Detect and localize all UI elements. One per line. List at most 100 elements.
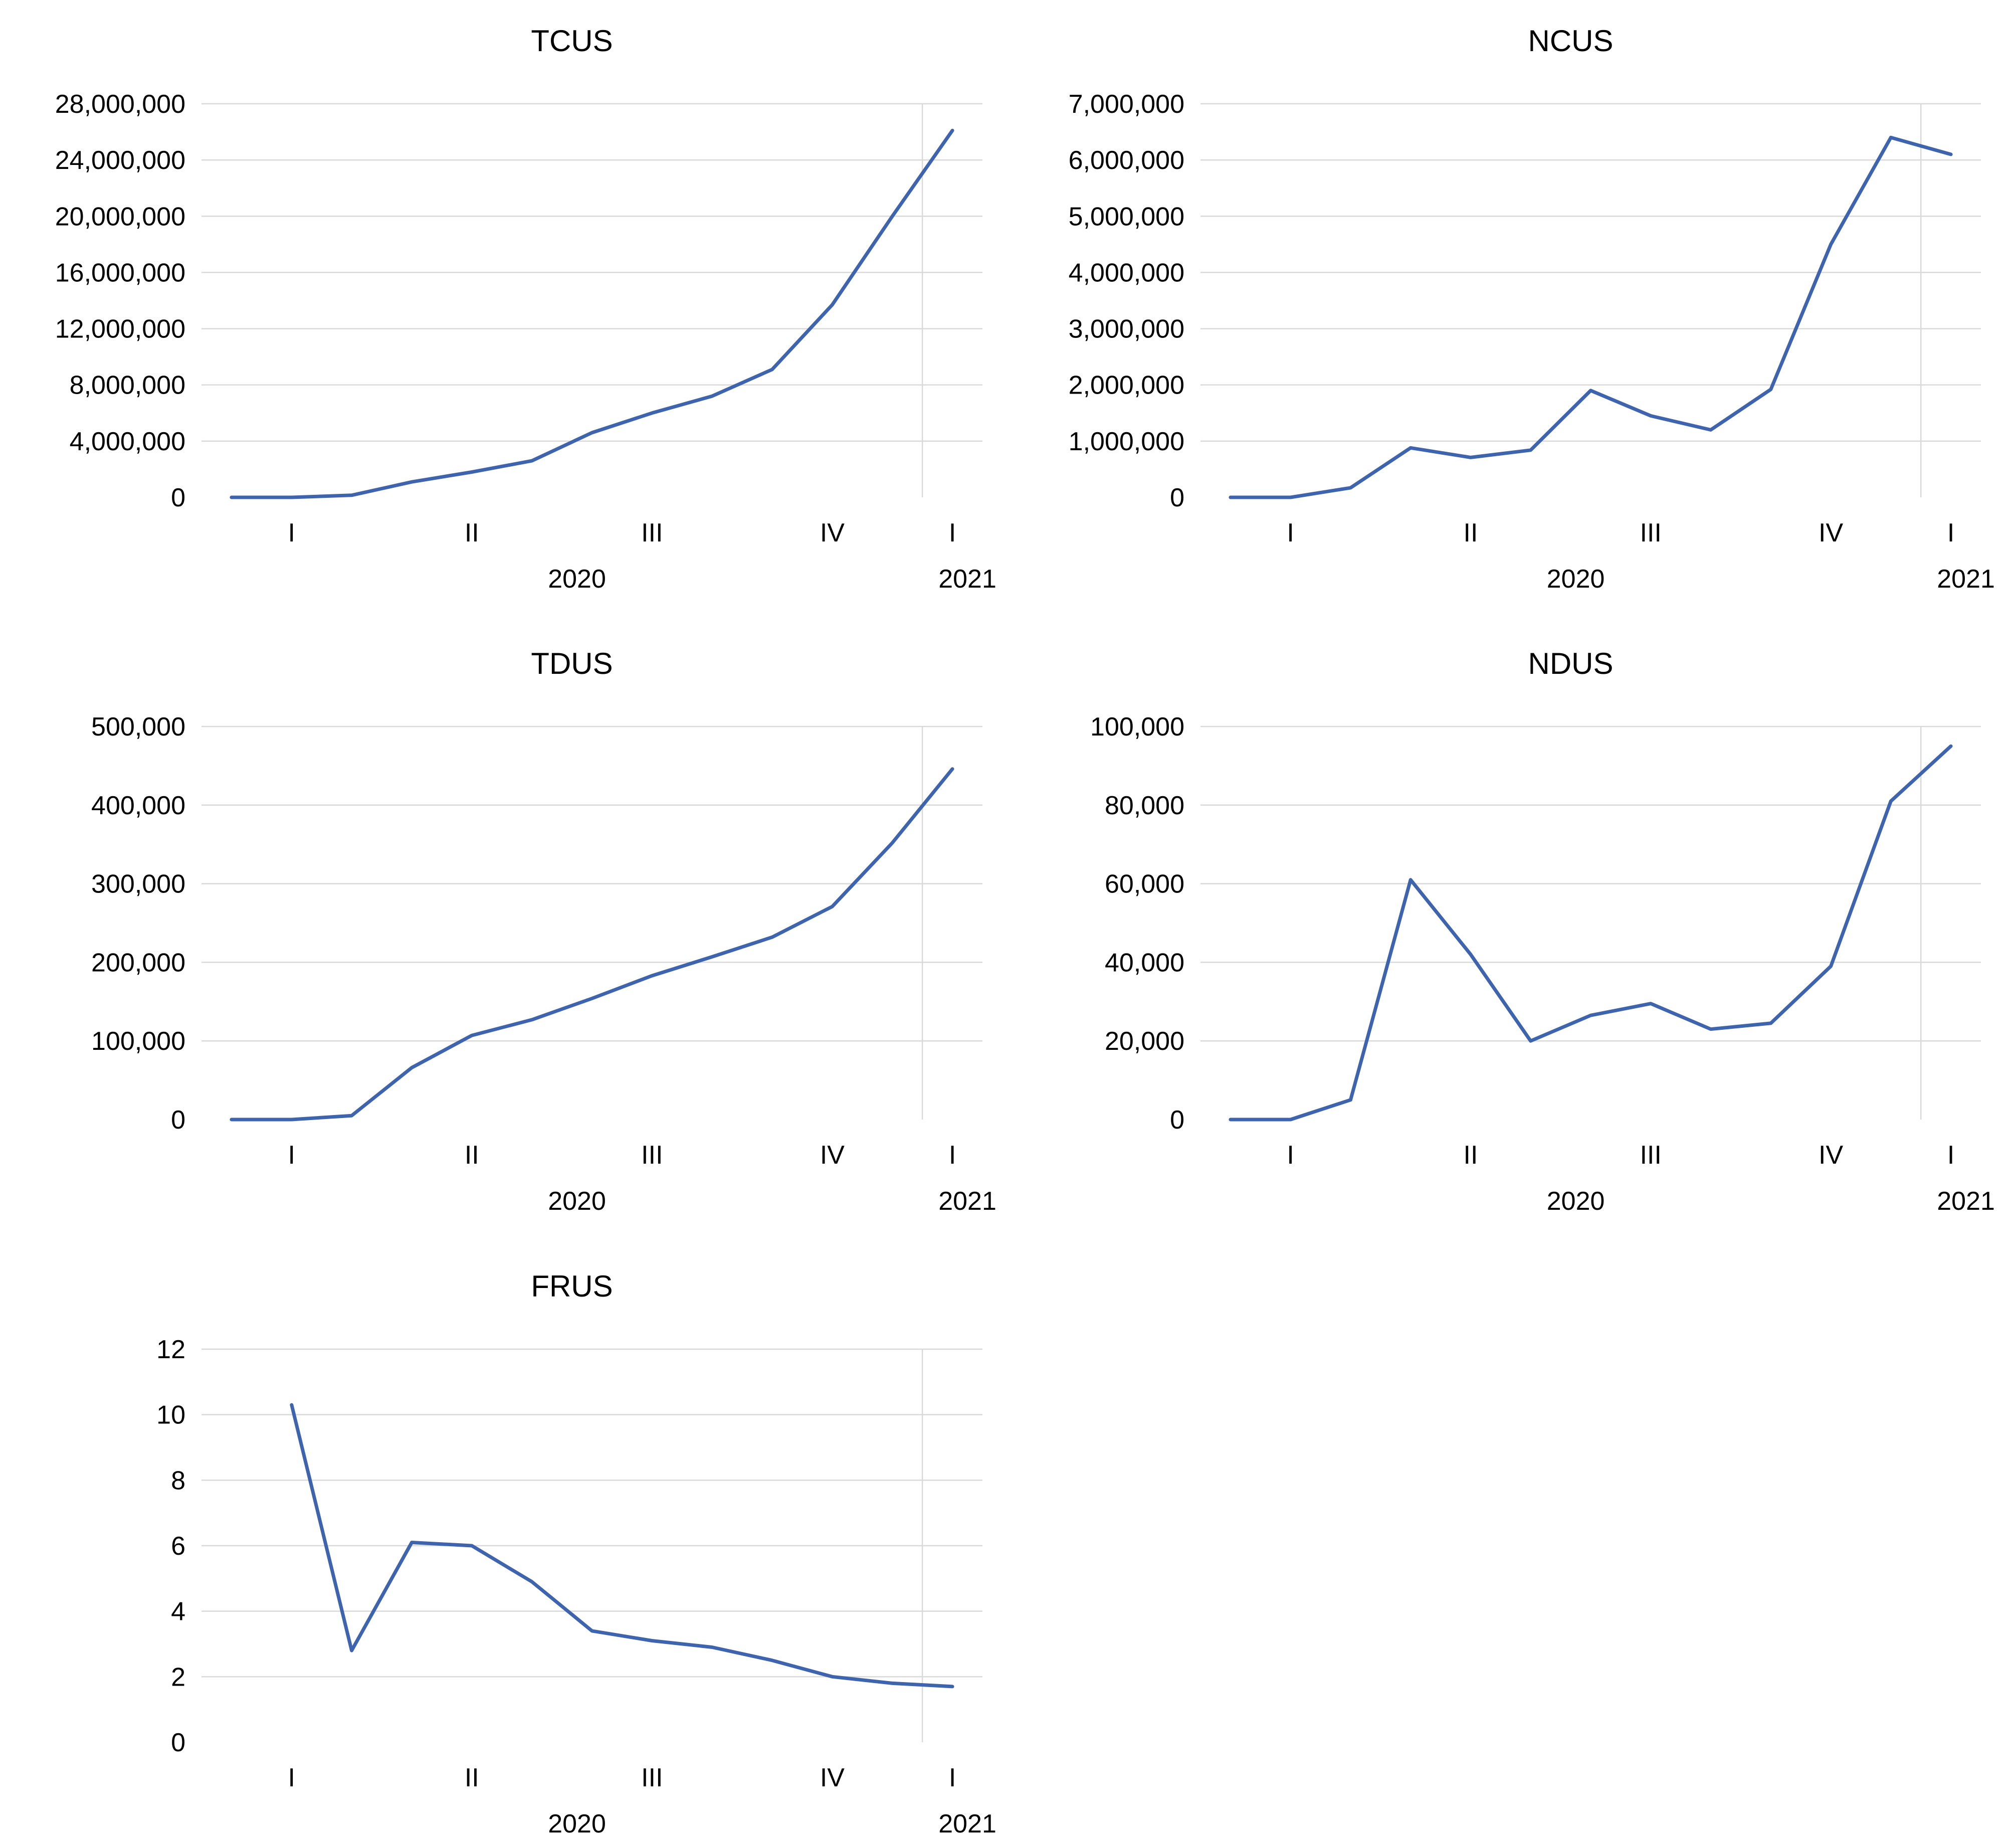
x-tick-label: II bbox=[465, 1763, 479, 1792]
y-tick-label: 4 bbox=[171, 1597, 185, 1626]
data-point bbox=[650, 1638, 655, 1643]
x-tick-label: III bbox=[641, 518, 663, 547]
chart-ncus: NCUS 2020 2021 0 1,000,000 2,000,000 3,000,… bbox=[1069, 24, 1995, 594]
data-point bbox=[1829, 964, 1834, 969]
x-tick-label: I bbox=[1287, 1141, 1294, 1170]
data-point bbox=[830, 302, 835, 307]
data-point bbox=[1648, 1001, 1653, 1006]
y-tick-label: 3,000,000 bbox=[1069, 315, 1184, 344]
data-point bbox=[830, 904, 835, 909]
x-tick-label: IV bbox=[820, 1763, 845, 1792]
y-tick-label: 12 bbox=[156, 1335, 185, 1364]
series-line bbox=[1229, 135, 1953, 499]
series-line bbox=[1229, 744, 1953, 1122]
data-point bbox=[770, 1658, 775, 1663]
y-tick-label: 8,000,000 bbox=[70, 371, 185, 400]
x-tick-label: I bbox=[288, 1141, 295, 1170]
data-point bbox=[589, 1628, 594, 1633]
data-point bbox=[1768, 387, 1773, 392]
year-label-2021: 2021 bbox=[1937, 1187, 1995, 1216]
y-tick-label: 7,000,000 bbox=[1069, 90, 1184, 119]
y-tick-label: 24,000,000 bbox=[55, 146, 185, 175]
y-tick-label: 6,000,000 bbox=[1069, 146, 1184, 175]
x-tick-label: I bbox=[949, 1141, 956, 1170]
chart-title: TDUS bbox=[531, 647, 613, 680]
data-point bbox=[349, 1648, 354, 1653]
data-point bbox=[770, 367, 775, 372]
year-label-2020: 2020 bbox=[548, 565, 606, 594]
year-label-2020: 2020 bbox=[548, 1187, 606, 1216]
data-point bbox=[1228, 1117, 1233, 1122]
data-point bbox=[890, 840, 895, 845]
data-point bbox=[1708, 427, 1713, 432]
chart-title: FRUS bbox=[531, 1269, 613, 1303]
chart-title: NCUS bbox=[1528, 24, 1613, 58]
x-tick-label: I bbox=[288, 518, 295, 547]
y-tick-label: 2,000,000 bbox=[1069, 371, 1184, 400]
data-point bbox=[890, 1681, 895, 1686]
data-point bbox=[1288, 1117, 1293, 1122]
y-tick-label: 10 bbox=[156, 1401, 185, 1430]
y-tick-label: 0 bbox=[171, 1106, 185, 1135]
data-point bbox=[1528, 1038, 1533, 1043]
series-line bbox=[230, 128, 954, 499]
x-tick-label: IV bbox=[1819, 1141, 1843, 1170]
data-point bbox=[1768, 1021, 1773, 1026]
y-tick-label: 100,000 bbox=[91, 1027, 185, 1056]
y-tick-label: 1,000,000 bbox=[1069, 427, 1184, 456]
y-tick-label: 12,000,000 bbox=[55, 315, 185, 344]
data-point bbox=[710, 954, 715, 959]
y-tick-label: 80,000 bbox=[1105, 791, 1184, 820]
data-point bbox=[1288, 495, 1293, 500]
data-point bbox=[1588, 1013, 1593, 1018]
y-tick-label: 4,000,000 bbox=[70, 427, 185, 456]
data-point bbox=[529, 1579, 534, 1584]
x-tick-label: III bbox=[1640, 518, 1662, 547]
y-tick-label: 4,000,000 bbox=[1069, 258, 1184, 287]
data-point bbox=[650, 411, 655, 416]
year-label-2021: 2021 bbox=[1937, 565, 1995, 594]
data-point bbox=[1528, 448, 1533, 453]
x-tick-label: II bbox=[1464, 1141, 1478, 1170]
data-point bbox=[770, 935, 775, 940]
data-point bbox=[650, 973, 655, 978]
data-point bbox=[409, 479, 414, 484]
data-point bbox=[289, 1402, 294, 1407]
y-tick-label: 2 bbox=[171, 1663, 185, 1692]
data-point bbox=[710, 1645, 715, 1650]
x-tick-label: III bbox=[1640, 1141, 1662, 1170]
y-tick-label: 500,000 bbox=[91, 712, 185, 742]
series-line bbox=[290, 1403, 954, 1689]
series-line bbox=[230, 767, 954, 1122]
year-label-2020: 2020 bbox=[1547, 1187, 1605, 1216]
data-point bbox=[1708, 1027, 1713, 1032]
data-point bbox=[1588, 388, 1593, 393]
data-point bbox=[529, 1017, 534, 1022]
data-point bbox=[409, 1065, 414, 1070]
x-tick-label: I bbox=[288, 1763, 295, 1792]
data-point bbox=[349, 1113, 354, 1118]
y-tick-label: 300,000 bbox=[91, 870, 185, 899]
x-tick-label: I bbox=[1947, 1141, 1954, 1170]
data-point bbox=[1348, 1097, 1353, 1102]
x-tick-label: IV bbox=[1819, 518, 1843, 547]
y-tick-label: 100,000 bbox=[1090, 712, 1184, 742]
y-tick-label: 28,000,000 bbox=[55, 90, 185, 119]
x-tick-label: I bbox=[949, 518, 956, 547]
data-point bbox=[1408, 877, 1413, 882]
data-point bbox=[710, 394, 715, 399]
data-point bbox=[589, 996, 594, 1001]
y-tick-label: 40,000 bbox=[1105, 948, 1184, 977]
data-point bbox=[589, 430, 594, 435]
year-label-2020: 2020 bbox=[548, 1809, 606, 1838]
data-point bbox=[1888, 135, 1893, 140]
data-point bbox=[1228, 495, 1233, 500]
data-point bbox=[1408, 445, 1413, 450]
data-point bbox=[289, 495, 294, 500]
x-tick-label: I bbox=[949, 1763, 956, 1792]
y-tick-label: 0 bbox=[1170, 1106, 1184, 1135]
data-point bbox=[1348, 485, 1353, 490]
y-tick-label: 200,000 bbox=[91, 948, 185, 977]
